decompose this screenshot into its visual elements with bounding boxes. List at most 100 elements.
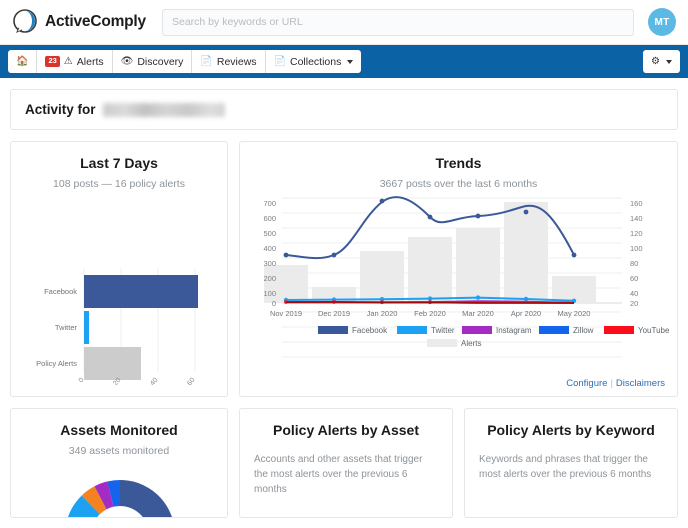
search-container: [162, 8, 648, 36]
bar-twitter: [84, 311, 89, 344]
trends-legend: Facebook Twitter Instagram Zillow YouTub…: [318, 326, 670, 348]
legend-youtube: YouTube: [638, 326, 670, 335]
y2tick-100: 100: [630, 244, 643, 253]
nav-item-discovery-label: Discovery: [137, 55, 184, 68]
bar-policy-alerts: [84, 347, 141, 380]
assets-monitored-card: Assets Monitored 349 assets monitored: [10, 408, 228, 518]
xtick-mar-2020: Mar 2020: [462, 309, 494, 318]
legend-instagram: Instagram: [496, 326, 532, 335]
charts-row-bottom: Assets Monitored 349 assets monitored: [10, 408, 678, 518]
last-7-days-subtitle: 108 posts — 16 policy alerts: [53, 178, 185, 190]
xtick-dec-2019: Dec 2019: [318, 309, 350, 318]
nav-group: 🏠 23 ⚠ Alerts 👁 Discovery 📄 Reviews 📄 Co…: [8, 50, 362, 73]
xtick-feb-2020: Feb 2020: [414, 309, 446, 318]
legend-facebook: Facebook: [352, 326, 388, 335]
xtick-apr-2020: Apr 2020: [511, 309, 541, 318]
donut-facebook: [119, 480, 172, 517]
gear-icon: ⚙: [651, 55, 660, 67]
assets-monitored-title: Assets Monitored: [60, 422, 178, 438]
ytick-0: 0: [272, 299, 276, 308]
y2tick-40: 40: [630, 289, 638, 298]
y2tick-60: 60: [630, 274, 638, 283]
cat-label-policy-alerts: Policy Alerts: [36, 359, 77, 368]
alerts-badge: 23: [45, 56, 60, 67]
nav-item-home[interactable]: 🏠: [8, 50, 38, 73]
assets-donut-chart: [68, 480, 172, 517]
xtick-60: 60: [186, 377, 196, 385]
last-7-days-card: Last 7 Days 108 posts — 16 policy alerts…: [10, 141, 228, 397]
nav-item-discovery[interactable]: 👁 Discovery: [112, 50, 193, 73]
ytick-300: 300: [263, 259, 276, 268]
line-yelp: [285, 301, 575, 304]
xtick-40: 40: [149, 377, 159, 385]
page-title: Activity for: [25, 102, 663, 117]
nav-item-reviews-label: Reviews: [216, 55, 257, 68]
policy-alerts-by-keyword-card: Policy Alerts by Keyword Keywords and ph…: [464, 408, 678, 518]
points-twitter: [283, 295, 577, 303]
settings-menu-button[interactable]: ⚙: [643, 50, 680, 73]
trends-line-chart: 700 600 500 400 300 200 100 0 160 140 12…: [263, 196, 670, 358]
points-facebook: [283, 198, 577, 258]
xtick-may-2020: May 2020: [558, 309, 591, 318]
nav-item-collections[interactable]: 📄 Collections: [265, 50, 362, 73]
ytick-200: 200: [263, 274, 276, 283]
donut-yelp: [107, 480, 121, 507]
trends-card: Trends 3667 posts over the last 6 months: [239, 141, 678, 397]
policy-alerts-by-asset-description: Accounts and other assets that trigger t…: [254, 454, 423, 495]
donut-zillow: [81, 486, 107, 515]
y2tick-120: 120: [630, 229, 643, 238]
disclaimers-link[interactable]: Disclaimers: [615, 378, 665, 389]
bar-facebook: [84, 275, 198, 308]
main-navbar: 🏠 23 ⚠ Alerts 👁 Discovery 📄 Reviews 📄 Co…: [0, 45, 688, 78]
document-icon: 📄: [200, 55, 213, 67]
nav-item-alerts[interactable]: 23 ⚠ Alerts: [37, 50, 113, 73]
last-7-days-bar-chart: Facebook Twitter Policy Alerts 0 20 40 6…: [36, 268, 198, 385]
xtick-jan-2020: Jan 2020: [367, 309, 398, 318]
home-icon: 🏠: [16, 55, 29, 67]
chevron-down-icon: [347, 59, 354, 64]
policy-alerts-by-keyword-title: Policy Alerts by Keyword: [487, 422, 655, 438]
y2tick-140: 140: [630, 214, 643, 223]
ytick-100: 100: [263, 289, 276, 298]
asset-table-header: # Asset: [240, 509, 452, 517]
top-header: ActiveComply MT: [0, 0, 688, 45]
configure-link[interactable]: Configure: [566, 378, 608, 389]
assets-monitored-subtitle: 349 assets monitored: [68, 445, 170, 457]
avatar[interactable]: MT: [648, 8, 676, 36]
search-input[interactable]: [162, 8, 634, 36]
eye-icon: 👁: [120, 55, 134, 67]
ytick-700: 700: [263, 199, 276, 208]
xtick-20: 20: [112, 377, 122, 385]
y2tick-80: 80: [630, 259, 638, 268]
alerts-bars: [264, 202, 596, 303]
legend-zillow: Zillow: [573, 326, 594, 335]
ytick-600: 600: [263, 214, 276, 223]
legend-twitter: Twitter: [431, 326, 455, 335]
link-separator: |: [610, 378, 613, 389]
document-icon: 📄: [273, 55, 286, 67]
activity-header-card: Activity for: [10, 89, 678, 130]
policy-alerts-by-asset-card: Policy Alerts by Asset Accounts and othe…: [239, 408, 453, 518]
trends-title: Trends: [435, 155, 482, 171]
speech-bubble-logo-icon: [12, 9, 38, 35]
nav-item-alerts-label: Alerts: [76, 55, 104, 68]
ytick-500: 500: [263, 229, 276, 238]
company-name-redacted: [102, 102, 225, 117]
donut-youtube: [94, 481, 114, 510]
ytick-400: 400: [263, 244, 276, 253]
nav-item-collections-label: Collections: [290, 55, 342, 68]
page-content: Activity for Last 7 Days 108 posts — 16 …: [0, 78, 688, 518]
nav-item-reviews[interactable]: 📄 Reviews: [192, 50, 266, 73]
cat-label-twitter: Twitter: [55, 323, 78, 332]
policy-alerts-by-keyword-description: Keywords and phrases that trigger the mo…: [479, 454, 652, 480]
donut-instagram: [68, 495, 101, 517]
y2tick-20: 20: [630, 299, 638, 308]
trends-subtitle: 3667 posts over the last 6 months: [379, 178, 538, 190]
xtick-nov-2019: Nov 2019: [270, 309, 302, 318]
cat-label-facebook: Facebook: [44, 287, 77, 296]
activity-label: Activity for: [25, 102, 96, 117]
legend-alerts: Alerts: [461, 339, 481, 348]
brand[interactable]: ActiveComply: [12, 9, 162, 35]
trends-links: Configure | Disclaimers: [566, 378, 665, 389]
xtick-0: 0: [78, 377, 86, 385]
